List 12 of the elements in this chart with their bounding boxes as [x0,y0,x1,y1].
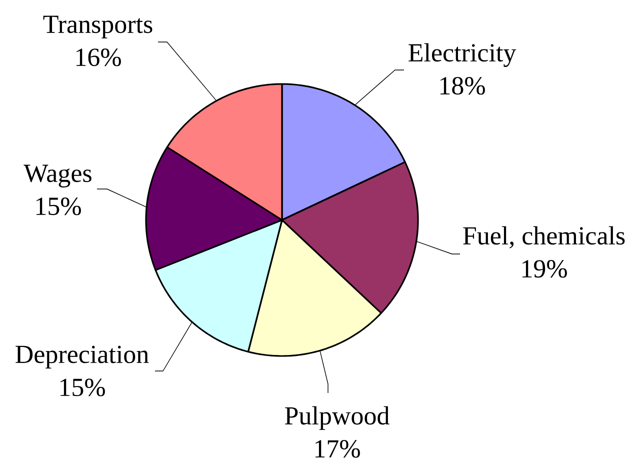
slice-label: Transports [43,16,152,38]
slice-label: Depreciation [16,346,149,368]
data-label: 15% [36,198,81,216]
slice-label: Pulpwood [285,406,390,430]
slice-label: Electricity [408,43,516,67]
data-label: 17% [315,440,360,458]
slice-label: Wages [24,164,92,188]
data-label: 18% [440,77,485,95]
data-label: 15% [60,378,105,396]
slice-label: Fuel, chemicals [463,226,625,248]
data-label: 16% [76,48,121,66]
data-label: 19% [522,260,567,278]
